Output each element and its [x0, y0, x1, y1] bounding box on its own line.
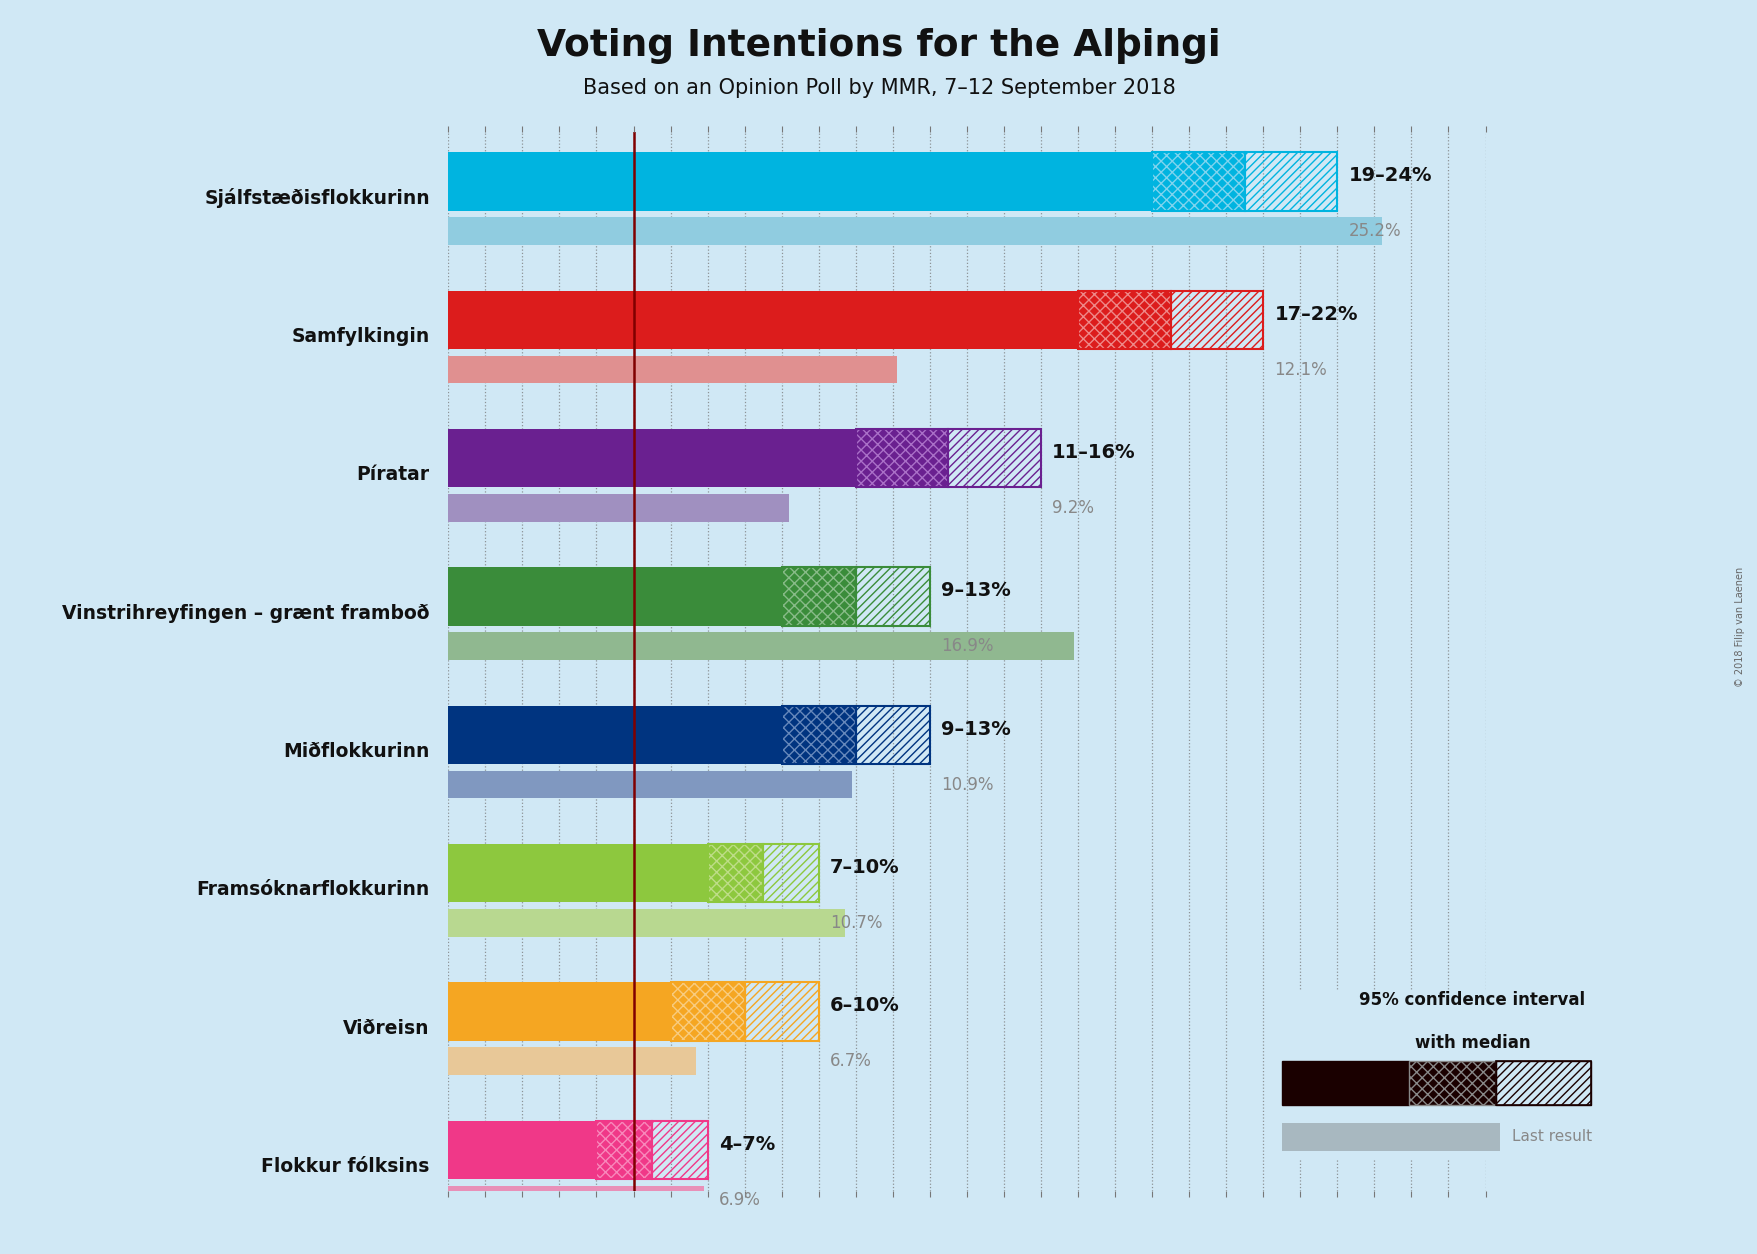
Bar [596, 1121, 652, 1179]
Bar [652, 1121, 706, 1179]
Bar [856, 706, 929, 764]
Bar [1151, 153, 1244, 211]
Bar [1151, 153, 1244, 211]
Text: 9–13%: 9–13% [940, 720, 1010, 739]
Bar [947, 429, 1040, 488]
Bar [947, 429, 1040, 488]
Bar [856, 706, 929, 764]
Bar [706, 844, 763, 902]
Text: Sjálfstæðisflokkurinn: Sjálfstæðisflokkurinn [204, 188, 429, 208]
Bar [448, 1121, 596, 1179]
Text: 6.9%: 6.9% [719, 1190, 761, 1209]
Text: 12.1%: 12.1% [1274, 361, 1327, 379]
Bar [448, 494, 789, 522]
Bar [669, 982, 745, 1041]
Bar [782, 567, 856, 626]
Text: Samfylkingin: Samfylkingin [292, 327, 429, 346]
Bar [782, 706, 856, 764]
Bar [1495, 1061, 1590, 1105]
Text: 10.7%: 10.7% [829, 914, 882, 932]
Bar [782, 706, 856, 764]
Bar [448, 706, 782, 764]
Text: 7–10%: 7–10% [829, 858, 900, 877]
Bar [448, 844, 706, 902]
Text: 25.2%: 25.2% [1348, 222, 1400, 241]
Bar [1170, 291, 1263, 349]
Bar [763, 844, 819, 902]
Bar [448, 153, 1151, 211]
Bar [448, 1186, 703, 1214]
Bar [448, 291, 1077, 349]
Bar [856, 429, 947, 488]
Text: Framsóknarflokkurinn: Framsóknarflokkurinn [197, 880, 429, 899]
Text: 6–10%: 6–10% [829, 997, 900, 1016]
Text: Vinstrihreyfingen – grænt framboð: Vinstrihreyfingen – grænt framboð [61, 603, 429, 622]
Bar [448, 632, 1074, 660]
Bar [669, 982, 745, 1041]
Bar [596, 1121, 652, 1179]
Text: 17–22%: 17–22% [1274, 305, 1356, 324]
Text: 16.9%: 16.9% [940, 637, 993, 656]
Bar [669, 982, 745, 1041]
Text: 11–16%: 11–16% [1051, 443, 1135, 463]
Text: Píratar: Píratar [357, 465, 429, 484]
Text: Miðflokkurinn: Miðflokkurinn [283, 742, 429, 761]
Bar [448, 1047, 696, 1075]
Bar [1281, 1061, 1409, 1105]
Text: 6.7%: 6.7% [829, 1052, 871, 1070]
Bar [1244, 153, 1337, 211]
Bar [745, 982, 819, 1041]
Text: 9.2%: 9.2% [1051, 499, 1093, 517]
Bar [448, 217, 1381, 245]
Bar [448, 429, 856, 488]
Bar [1077, 291, 1170, 349]
Bar [763, 844, 819, 902]
Bar [1495, 1061, 1590, 1105]
Bar [706, 844, 763, 902]
Text: Last result: Last result [1511, 1130, 1592, 1145]
Bar [1170, 291, 1263, 349]
Bar [1077, 291, 1170, 349]
Bar [745, 982, 819, 1041]
Bar [856, 567, 929, 626]
Bar [596, 1121, 652, 1179]
Bar [448, 909, 843, 937]
Text: © 2018 Filip van Laenen: © 2018 Filip van Laenen [1734, 567, 1745, 687]
Bar [448, 567, 782, 626]
Text: Based on an Opinion Poll by MMR, 7–12 September 2018: Based on an Opinion Poll by MMR, 7–12 Se… [582, 78, 1175, 98]
Text: with median: with median [1414, 1033, 1529, 1052]
Text: Voting Intentions for the Alþingi: Voting Intentions for the Alþingi [538, 28, 1219, 64]
Bar [1281, 1124, 1499, 1151]
Bar [856, 429, 947, 488]
Bar [1151, 153, 1244, 211]
Text: Viðreisn: Viðreisn [343, 1018, 429, 1037]
Bar [1077, 291, 1170, 349]
Text: 10.9%: 10.9% [940, 776, 993, 794]
Text: 4–7%: 4–7% [719, 1135, 775, 1154]
Text: 19–24%: 19–24% [1348, 167, 1432, 186]
Text: Flokkur fólksins: Flokkur fólksins [262, 1157, 429, 1176]
Text: 9–13%: 9–13% [940, 582, 1010, 601]
Bar [706, 844, 763, 902]
Bar [1409, 1061, 1495, 1105]
Bar [448, 771, 852, 799]
Bar [782, 706, 856, 764]
Bar [782, 567, 856, 626]
Bar [782, 567, 856, 626]
Bar [448, 356, 896, 384]
Bar [856, 429, 947, 488]
Bar [1244, 153, 1337, 211]
Bar [652, 1121, 706, 1179]
Bar [856, 567, 929, 626]
Text: 95% confidence interval: 95% confidence interval [1358, 991, 1585, 1008]
Bar [448, 982, 669, 1041]
